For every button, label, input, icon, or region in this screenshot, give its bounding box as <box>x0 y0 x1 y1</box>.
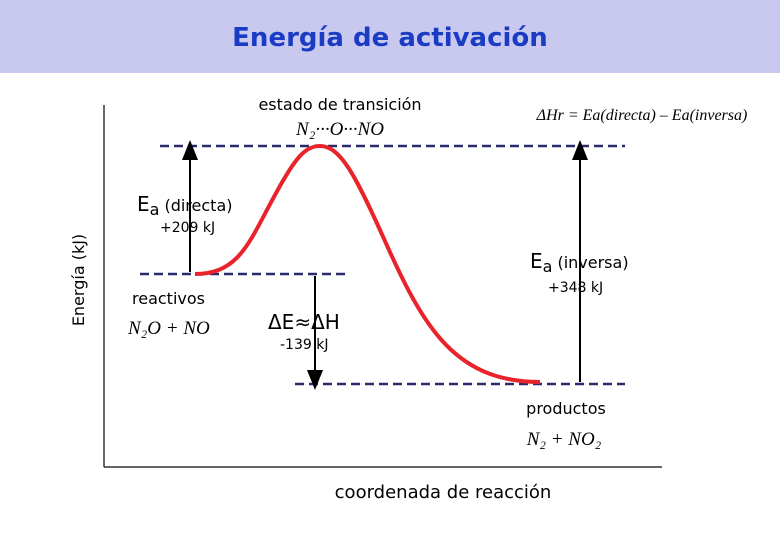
transition-label: estado de transición <box>258 95 421 114</box>
energy-curve <box>194 143 541 384</box>
symbol: E <box>137 192 150 216</box>
text: (inversa) <box>557 253 628 272</box>
ea-reverse-value: +348 kJ <box>548 280 603 296</box>
title: Energía de activación <box>232 23 548 53</box>
text: (directa) <box>164 196 232 215</box>
ea-forward-value: +209 kJ <box>160 220 215 236</box>
title-banner <box>0 0 780 73</box>
subscript: a <box>150 200 160 219</box>
ea-reverse-label: Ea (inversa) <box>530 249 629 276</box>
delta-label: ΔE≈ΔH <box>268 310 340 334</box>
delta-value: -139 kJ <box>280 337 328 353</box>
symbol: E <box>530 249 543 273</box>
ea-forward-label: Ea (directa) <box>137 192 232 219</box>
subscript: a <box>543 257 553 276</box>
products-formula: N₂ + NO₂ <box>526 429 602 450</box>
reactants-formula: N₂O + NO <box>127 318 210 339</box>
transition-formula: N₂···O···NO <box>295 119 384 140</box>
equation: ΔHr = Ea(directa) – Ea(inversa) <box>536 107 748 124</box>
x-axis-label: coordenada de reacción <box>335 482 552 503</box>
reactants-label: reactivos <box>132 289 205 308</box>
products-label: productos <box>526 399 606 418</box>
y-axis-label: Energía (kJ) <box>69 234 88 326</box>
